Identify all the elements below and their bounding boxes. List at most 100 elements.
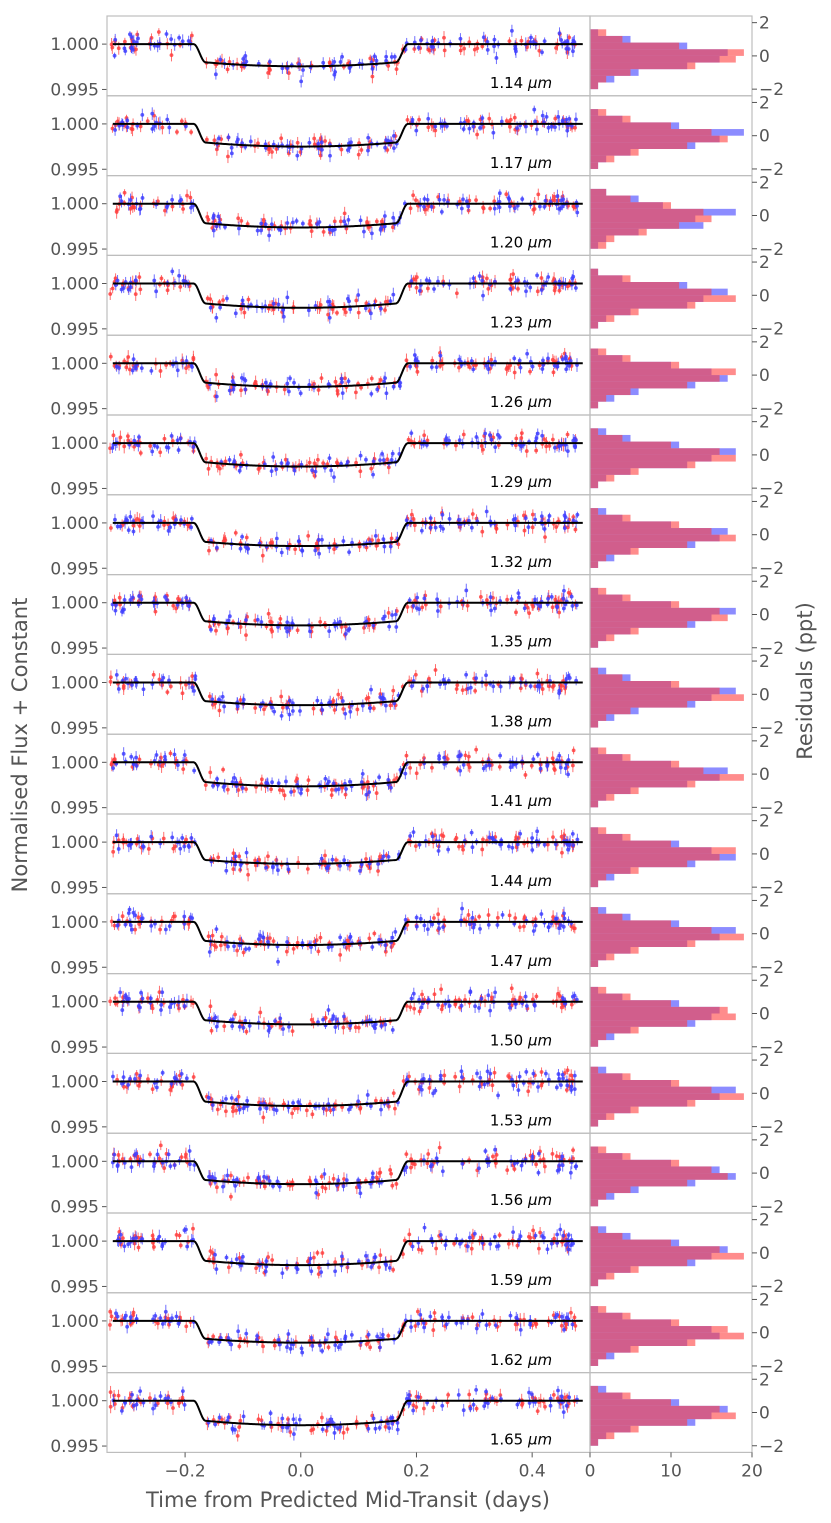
data-point: [122, 598, 127, 602]
data-point: [518, 831, 523, 836]
data-point: [212, 138, 217, 143]
residual-tick-label: 2: [759, 812, 770, 832]
residual-tick-label: 0: [759, 765, 770, 785]
data-point: [246, 872, 250, 877]
data-point: [358, 469, 363, 474]
data-point: [204, 456, 209, 461]
data-point: [417, 288, 422, 293]
data-point: [156, 30, 161, 34]
data-point: [282, 387, 287, 392]
data-point: [330, 788, 334, 792]
data-point: [128, 32, 132, 37]
data-point: [439, 833, 444, 838]
data-point: [419, 38, 423, 43]
data-point: [360, 771, 365, 776]
data-point: [466, 913, 471, 917]
data-point: [244, 850, 249, 855]
data-point: [381, 458, 386, 462]
data-point: [474, 435, 479, 439]
data-point: [505, 597, 510, 602]
data-point: [218, 57, 223, 62]
data-point: [123, 676, 128, 681]
data-point: [563, 766, 568, 771]
data-point: [409, 431, 414, 435]
data-point: [204, 137, 209, 142]
data-point: [279, 694, 284, 699]
data-point: [243, 545, 248, 549]
data-point: [415, 595, 420, 600]
data-point: [292, 380, 296, 385]
data-point: [370, 66, 375, 71]
data-point: [358, 453, 363, 458]
data-point: [208, 297, 213, 302]
data-point: [459, 206, 464, 211]
data-point: [165, 117, 170, 122]
data-point: [190, 685, 195, 690]
data-point: [369, 376, 374, 381]
data-point: [170, 269, 175, 274]
residual-tick-label: 2: [759, 413, 770, 433]
data-point: [481, 837, 485, 842]
data-point: [444, 124, 449, 129]
data-point: [213, 72, 218, 77]
data-point: [525, 605, 530, 610]
data-point: [348, 779, 352, 784]
histogram-bar: [590, 282, 680, 289]
data-point: [432, 916, 436, 920]
data-point: [229, 145, 234, 150]
data-point: [266, 854, 270, 859]
data-point: [141, 844, 145, 849]
data-point: [114, 833, 119, 838]
data-point: [340, 391, 345, 396]
data-point: [551, 370, 556, 375]
histogram-bar: [590, 375, 720, 382]
data-point: [477, 914, 482, 919]
data-point: [129, 754, 134, 759]
data-point: [391, 688, 396, 693]
data-point: [186, 39, 191, 43]
histogram-bar: [590, 594, 631, 602]
data-point: [181, 207, 185, 211]
data-point: [309, 229, 314, 234]
data-point: [460, 688, 465, 692]
data-point: [566, 772, 570, 777]
data-point: [509, 597, 514, 602]
data-point: [365, 780, 370, 784]
data-point: [561, 596, 566, 601]
data-point: [433, 128, 438, 133]
data-point: [553, 125, 557, 129]
residual-tick-label: 2: [759, 14, 770, 34]
data-point: [389, 785, 393, 790]
data-point: [574, 117, 578, 122]
data-point: [290, 220, 295, 225]
data-point: [388, 703, 393, 708]
light-curve-panel: 1.000 0.995 1.23 μm: [50, 254, 591, 340]
histogram-bar: [590, 49, 744, 56]
data-point: [436, 912, 441, 917]
residual-histogram: 2 0 −2: [589, 253, 784, 340]
data-point: [539, 276, 544, 280]
data-point: [164, 205, 169, 210]
data-point: [426, 286, 430, 291]
data-point: [446, 847, 451, 852]
data-point: [189, 516, 194, 521]
data-point: [330, 228, 335, 233]
data-point: [218, 305, 223, 310]
data-point: [535, 289, 540, 294]
data-point: [404, 358, 409, 363]
data-point: [498, 753, 503, 758]
data-point: [168, 684, 173, 689]
data-point: [466, 686, 470, 691]
data-point: [138, 287, 143, 292]
data-point: [133, 278, 138, 283]
data-point: [294, 219, 299, 223]
data-point: [257, 857, 262, 862]
data-point: [338, 863, 342, 868]
y-tick-label: 0.995: [50, 559, 99, 579]
data-point: [167, 125, 172, 130]
data-point: [137, 594, 141, 598]
histogram-bar: [590, 614, 728, 622]
data-point: [325, 462, 330, 467]
data-point: [533, 597, 537, 602]
data-point: [347, 550, 351, 555]
